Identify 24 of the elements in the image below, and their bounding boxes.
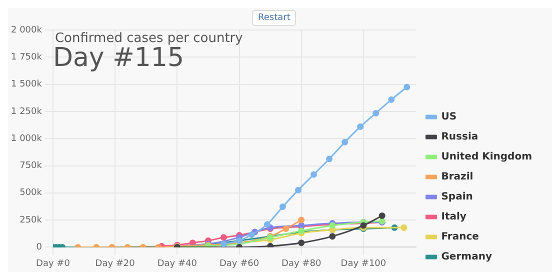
legend-label: United Kingdom: [441, 152, 532, 163]
x-tick-label: Day #40: [157, 258, 198, 269]
y-tick-label: 0: [36, 242, 42, 253]
y-tick-label: 500k: [20, 188, 43, 198]
legend-label: Russia: [441, 132, 478, 143]
y-tick-label: 1 750k: [10, 52, 43, 62]
y-tick-label: 250k: [20, 215, 43, 226]
legend-label: Italy: [441, 212, 467, 223]
x-tick-label: Day #0: [36, 258, 70, 269]
x-tick-label: Day #100: [340, 258, 386, 269]
y-tick-label: 1 250k: [10, 106, 43, 117]
legend-label: Brazil: [441, 172, 474, 183]
x-tick-label: Day #80: [282, 258, 322, 269]
legend-label: Germany: [441, 252, 492, 263]
legend-label: Spain: [441, 192, 473, 203]
y-tick-label: 750k: [20, 161, 43, 172]
x-tick-label: Day #20: [95, 258, 136, 269]
restart-button: Restart: [252, 10, 296, 26]
y-tick-label: 1 000k: [10, 134, 43, 144]
y-tick-label: 2 000k: [10, 25, 43, 36]
x-tick-label: Day #60: [219, 258, 260, 269]
y-tick-label: 1 500k: [10, 80, 43, 90]
legend-label: France: [441, 232, 480, 243]
legend-label: US: [441, 112, 457, 123]
